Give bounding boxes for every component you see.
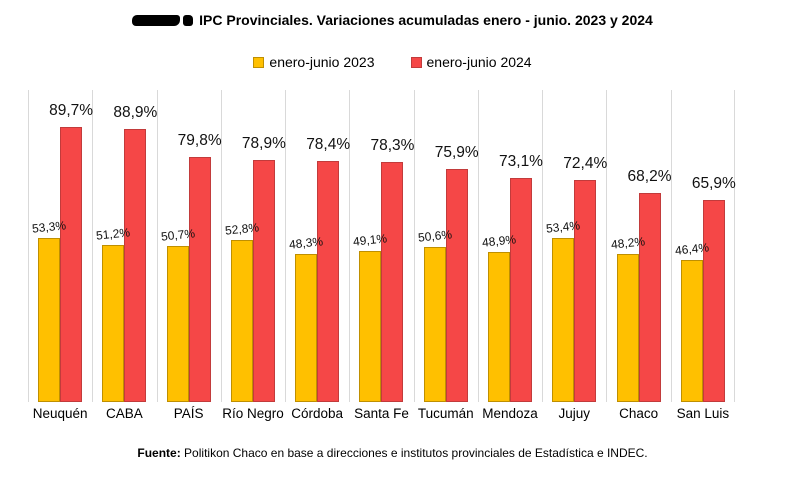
bar-2024 — [574, 179, 597, 402]
chart-title: IPC Provinciales. Variaciones acumuladas… — [0, 12, 785, 28]
bar-2023 — [359, 251, 382, 402]
bar-2023 — [102, 244, 125, 402]
gridline — [606, 90, 607, 402]
source-text: Politikon Chaco en base a direcciones e … — [180, 446, 648, 460]
bar-2024 — [124, 129, 147, 402]
category-group-6: 49,1% 78,3% — [349, 90, 414, 402]
legend-swatch-icon — [253, 56, 265, 68]
value-label-2024: 78,9% — [241, 134, 286, 152]
category-group-11: 46,4% 65,9% — [671, 90, 736, 402]
value-label-2024: 75,9% — [434, 144, 479, 161]
source-label: Fuente: — [137, 446, 181, 460]
legend-label: enero-junio 2023 — [269, 54, 375, 70]
gridline — [478, 90, 479, 402]
gridline — [734, 90, 735, 402]
value-label-2024: 78,3% — [370, 136, 415, 154]
category-group-4: 52,8% 78,9% — [221, 90, 286, 402]
category-label: Córdoba — [291, 406, 344, 421]
bar-2024 — [188, 157, 211, 402]
value-label-2024: 78,4% — [306, 136, 351, 154]
category-label: Santa Fe — [354, 406, 409, 421]
bar-2023 — [295, 253, 318, 402]
gridline — [671, 90, 672, 402]
bar-2023 — [166, 246, 189, 402]
value-label-2024: 88,9% — [113, 104, 158, 122]
value-label-2024: 72,4% — [563, 154, 608, 172]
category-group-9: 53,4% 72,4% — [542, 90, 607, 402]
redacted-text-blob — [132, 15, 181, 26]
gridline — [349, 90, 350, 402]
gridline — [414, 90, 415, 402]
category-label: Jujuy — [558, 406, 591, 421]
bar-2023 — [38, 238, 61, 402]
category-label: Tucumán — [417, 406, 474, 421]
bar-2024 — [702, 199, 725, 402]
category-group-5: 48,3% 78,4% — [285, 90, 350, 402]
category-group-8: 48,9% 73,1% — [478, 90, 543, 402]
bar-2023 — [616, 254, 639, 402]
x-axis: Neuquén CABA PAÍS Río Negro Córdoba Santa Fe T… — [28, 406, 735, 426]
legend: enero-junio 2023 enero-junio 2024 — [0, 54, 785, 70]
category-label: PAÍS — [173, 406, 204, 421]
category-group-2: 51,2% 88,9% — [92, 90, 157, 402]
bar-2023 — [680, 259, 703, 402]
value-label-2024: 89,7% — [49, 101, 94, 119]
source-note: Fuente: Politikon Chaco en base a direcc… — [0, 446, 785, 460]
legend-item-2023: enero-junio 2023 — [253, 54, 375, 70]
legend-item-2024: enero-junio 2024 — [410, 54, 532, 70]
bar-2024 — [252, 159, 275, 402]
bar-2024 — [381, 161, 404, 402]
bar-2024 — [60, 126, 83, 402]
legend-swatch-icon — [410, 56, 422, 68]
legend-label: enero-junio 2024 — [426, 54, 532, 70]
category-group-3: 50,7% 79,8% — [157, 90, 222, 402]
category-label: Río Negro — [222, 406, 284, 421]
bar-2023 — [552, 238, 575, 402]
bar-2023 — [230, 239, 253, 402]
value-label-2024: 65,9% — [691, 174, 736, 192]
value-label-2024: 68,2% — [627, 167, 672, 185]
category-group-10: 48,2% 68,2% — [606, 90, 672, 402]
bar-2024 — [510, 177, 533, 402]
bar-2023 — [423, 246, 446, 402]
redacted-text-blob-2 — [183, 15, 194, 26]
category-group-7: 50,6% 75,9% — [414, 90, 479, 402]
category-label: San Luis — [676, 406, 730, 421]
gridline — [221, 90, 222, 402]
gridline — [285, 90, 286, 402]
bar-2024 — [638, 192, 661, 402]
chart-title-text: IPC Provinciales. Variaciones acumuladas… — [199, 12, 653, 28]
category-label: Chaco — [619, 406, 659, 421]
bar-2024 — [445, 169, 468, 402]
value-label-2024: 73,1% — [499, 152, 543, 170]
category-label: CABA — [106, 406, 143, 421]
plot-area: 53,3% 89,7% 51,2% 88,9% 50,7% 79,8% 52,8% 78,9%… — [28, 90, 736, 402]
gridline — [28, 90, 29, 402]
bar-2023 — [488, 251, 511, 402]
gridline — [157, 90, 158, 402]
category-label: Mendoza — [482, 406, 538, 421]
value-label-2024: 79,8% — [177, 132, 222, 149]
gridline — [542, 90, 543, 402]
gridline — [92, 90, 93, 402]
category-label: Neuquén — [32, 406, 88, 421]
bar-2024 — [317, 161, 340, 402]
category-group-1: 53,3% 89,7% — [28, 90, 93, 402]
